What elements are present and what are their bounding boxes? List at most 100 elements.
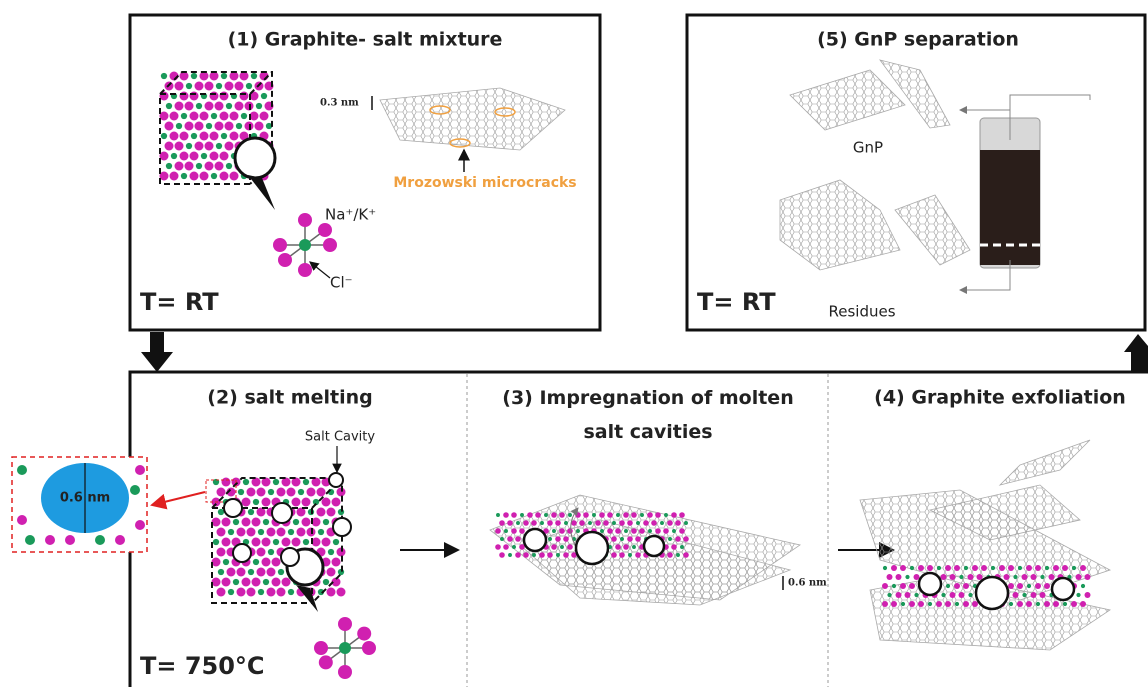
ion [999,565,1005,571]
ion [17,515,27,525]
ion [535,512,541,518]
ion [950,574,956,580]
ion [588,521,592,525]
ion [900,583,906,589]
ion [1008,565,1014,571]
ion [559,512,565,518]
ion [318,223,332,237]
ion [130,485,140,495]
ion [17,465,27,475]
ion [210,92,219,101]
ion [288,589,294,595]
ion [883,566,887,570]
ion [256,103,262,109]
ion [242,518,251,527]
ion [95,535,105,545]
ion [297,528,306,537]
ion [648,529,652,533]
ion [963,583,969,589]
ion [576,529,580,533]
ion [900,565,906,571]
ion [303,479,309,485]
ion [548,537,552,541]
cavity [224,499,242,517]
ion [672,529,676,533]
ion [228,589,234,595]
ion [579,520,585,526]
ion [327,508,336,517]
ion [268,489,274,495]
ion [165,122,174,131]
ion [515,552,521,558]
ion [684,521,688,525]
ion [200,172,209,181]
ion [1063,602,1067,606]
ion [655,528,661,534]
ion [263,579,269,585]
ion [1017,583,1023,589]
ion [628,553,632,557]
cavity [524,529,546,551]
ion [253,559,259,565]
ion [25,535,35,545]
ion [185,162,194,171]
ion [905,575,909,579]
ion [210,132,219,141]
ion [555,536,561,542]
ion [257,548,266,557]
ion [225,82,234,91]
ion [216,83,222,89]
ion [667,520,673,526]
ion [559,528,565,534]
cavity [1052,578,1074,600]
ion [327,568,336,577]
graphene-sheet [1000,440,1090,485]
ion [180,92,189,101]
ion [607,512,613,518]
ion [190,172,199,181]
ion [941,593,945,597]
ion [928,602,932,606]
ion [937,566,941,570]
ion [655,512,661,518]
vial-liquid [980,150,1040,265]
ion [216,143,222,149]
cavity [235,138,275,178]
up-arrow [1124,334,1148,372]
figure: (1) Graphite- salt mixture 0.3 nm Mrozow… [0,0,1148,687]
ion [268,549,274,555]
temperature: T= RT [697,288,776,316]
ion [225,122,234,131]
ion [612,521,616,525]
panel-title: (2) salt melting [207,387,372,409]
ion [252,578,261,587]
ion [507,520,513,526]
ion [191,133,197,139]
ion [237,588,246,597]
ion [220,172,229,181]
ion [323,519,329,525]
ion [671,512,677,518]
ion [914,574,920,580]
panel-title: (4) Graphite exfoliation [874,387,1126,409]
ion [226,163,232,169]
ion [1085,574,1091,580]
ion [273,479,279,485]
panel-5-box [687,15,1145,330]
ion [278,569,284,575]
ion [302,498,311,507]
ion [909,601,915,607]
ion [675,520,681,526]
ion [516,521,520,525]
ion [515,536,521,542]
ion [317,488,326,497]
spacing-label: 0.6 nm [788,578,827,589]
ion [567,528,573,534]
ion [499,552,505,558]
ion [977,574,983,580]
ion [583,512,589,518]
ion [298,213,312,227]
ion [901,602,905,606]
ion [595,520,601,526]
ion [186,143,192,149]
